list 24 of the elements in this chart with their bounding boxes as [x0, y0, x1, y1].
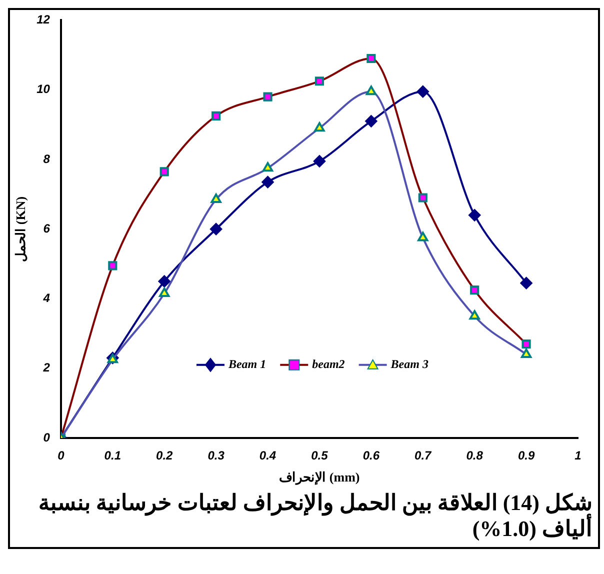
- y-tick-label: 6: [43, 221, 50, 236]
- x-tick-label: 0.3: [208, 448, 225, 463]
- x-tick-label: 0.6: [362, 448, 380, 463]
- y-tick-label: 2: [42, 360, 50, 375]
- x-tick-label: 0.7: [414, 448, 433, 463]
- legend-label: Beam 1: [227, 356, 266, 371]
- y-tick-label: 4: [42, 291, 50, 306]
- x-axis-title: الإنحراف (mm): [279, 470, 360, 486]
- x-tick-label: 0.2: [156, 448, 174, 463]
- legend-label: Beam 3: [390, 356, 428, 371]
- x-tick-label: 0.1: [104, 448, 122, 463]
- x-tick-label: 0.4: [259, 448, 276, 463]
- y-axis-title: الحمل (KN): [13, 196, 28, 262]
- y-tick-label: 0: [43, 430, 50, 444]
- x-tick-label: 0.5: [311, 448, 328, 463]
- x-tick-label: 0: [58, 448, 65, 463]
- y-tick-label: 12: [36, 12, 50, 27]
- x-tick-label: 1: [574, 448, 582, 463]
- x-tick-label: 0.8: [466, 448, 484, 463]
- y-tick-label: 8: [43, 152, 50, 166]
- y-tick-label: 10: [36, 82, 50, 96]
- legend-label: beam2: [312, 356, 345, 371]
- text: شكل (14) العلاقة بين الحمل والإنحراف لعتبات خرسانية بنسبة ألياف (1.0%): [37, 490, 593, 544]
- x-tick-label: 0.9: [518, 448, 535, 463]
